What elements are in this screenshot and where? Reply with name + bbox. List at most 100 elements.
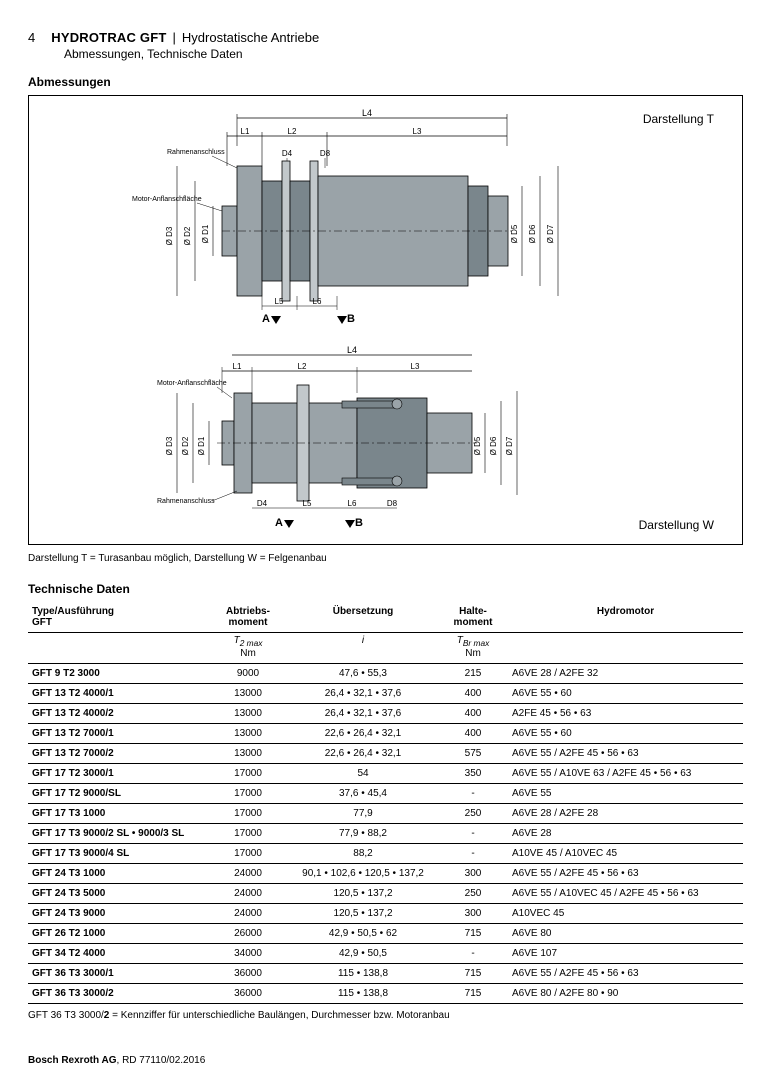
cell-abt: 13000: [208, 704, 288, 724]
page-title-sep: |: [173, 30, 176, 45]
cell-type: GFT 13 T2 7000/2: [28, 744, 208, 764]
table-row: GFT 17 T3 9000/4 SL1700088,2-A10VE 45 / …: [28, 844, 743, 864]
table-row: GFT 34 T2 40003400042,9 • 50,5-A6VE 107: [28, 944, 743, 964]
marker-b-w: B: [355, 517, 363, 529]
cell-ueb: 26,4 • 32,1 • 37,6: [288, 704, 438, 724]
cell-type: GFT 24 T3 1000: [28, 864, 208, 884]
diagram-t-svg: L4 L1 L2 L3 Rahmenanschluss D4 D8 Motor-…: [37, 106, 727, 326]
page-number: 4: [28, 30, 35, 45]
cell-hydro: A6VE 107: [508, 944, 743, 964]
dim-d5-w: Ø D5: [473, 436, 482, 455]
cell-hydro: A6VE 28 / A2FE 32: [508, 664, 743, 684]
cell-ueb: 22,6 • 26,4 • 32,1: [288, 724, 438, 744]
cell-hydro: A10VEC 45: [508, 904, 743, 924]
diagram-label-t: Darstellung T: [643, 112, 714, 126]
th-nm1: Nm: [208, 648, 288, 664]
section-abmessungen: Abmessungen: [28, 75, 743, 89]
cell-halte: 350: [438, 764, 508, 784]
cell-halte: -: [438, 824, 508, 844]
dim-d3: Ø D3: [165, 226, 174, 245]
cell-abt: 24000: [208, 864, 288, 884]
cell-hydro: A6VE 55 / A10VE 63 / A2FE 45 • 56 • 63: [508, 764, 743, 784]
cell-ueb: 90,1 • 102,6 • 120,5 • 137,2: [288, 864, 438, 884]
cell-ueb: 22,6 • 26,4 • 32,1: [288, 744, 438, 764]
th-halte: Halte- moment: [438, 602, 508, 633]
dim-l5: L5: [275, 297, 284, 306]
dim-d2: Ø D2: [183, 226, 192, 245]
cell-abt: 34000: [208, 944, 288, 964]
table-row: GFT 17 T3 9000/2 SL • 9000/3 SL1700077,9…: [28, 824, 743, 844]
cell-hydro: A6VE 28 / A2FE 28: [508, 804, 743, 824]
dim-l4: L4: [362, 108, 372, 118]
th-abt: Abtriebs- moment: [208, 602, 288, 633]
th-type: Type/Ausführung GFT: [28, 602, 208, 633]
dim-d2-w: Ø D2: [181, 436, 190, 455]
cell-ueb: 42,9 • 50,5: [288, 944, 438, 964]
cell-halte: 715: [438, 984, 508, 1004]
cell-type: GFT 34 T2 4000: [28, 944, 208, 964]
label-motor-w: Motor-Anflanschfläche: [157, 380, 227, 387]
dim-l3: L3: [413, 127, 422, 136]
th-hydro: Hydromotor: [508, 602, 743, 633]
cell-type: GFT 13 T2 4000/1: [28, 684, 208, 704]
page-footer: Bosch Rexroth AG, RD 77110/02.2016: [28, 1055, 743, 1066]
cell-halte: 575: [438, 744, 508, 764]
cell-ueb: 54: [288, 764, 438, 784]
cell-type: GFT 9 T2 3000: [28, 664, 208, 684]
cell-hydro: A6VE 55 / A2FE 45 • 56 • 63: [508, 864, 743, 884]
dim-d6-w: Ø D6: [489, 436, 498, 455]
cell-halte: -: [438, 784, 508, 804]
drive-body-w: [217, 385, 477, 501]
dim-d1: Ø D1: [201, 224, 210, 243]
cell-type: GFT 17 T3 9000/2 SL • 9000/3 SL: [28, 824, 208, 844]
cell-type: GFT 17 T2 9000/SL: [28, 784, 208, 804]
cell-hydro: A6VE 55: [508, 784, 743, 804]
page-title-bold: HYDROTRAC GFT: [51, 30, 166, 45]
table-row: GFT 24 T3 900024000120,5 • 137,2300A10VE…: [28, 904, 743, 924]
dim-l5-w: L5: [303, 499, 312, 508]
th-nm2: Nm: [438, 648, 508, 664]
dim-d1-w: Ø D1: [197, 436, 206, 455]
cell-ueb: 47,6 • 55,3: [288, 664, 438, 684]
cell-halte: 250: [438, 884, 508, 904]
dim-d4: D4: [282, 149, 293, 158]
page-title-rest: Hydrostatische Antriebe: [182, 30, 319, 45]
cell-abt: 36000: [208, 964, 288, 984]
table-row: GFT 17 T3 10001700077,9250A6VE 28 / A2FE…: [28, 804, 743, 824]
tech-data-table: Type/Ausführung GFT Abtriebs- moment Übe…: [28, 602, 743, 1004]
dim-l1: L1: [241, 127, 250, 136]
cell-halte: 715: [438, 964, 508, 984]
cell-hydro: A10VE 45 / A10VEC 45: [508, 844, 743, 864]
dim-d8-w: D8: [387, 499, 398, 508]
cell-abt: 36000: [208, 984, 288, 1004]
page-subtitle: Abmessungen, Technische Daten: [64, 47, 743, 61]
section-technische-daten: Technische Daten: [28, 582, 743, 596]
cell-abt: 24000: [208, 904, 288, 924]
cell-hydro: A6VE 55 / A2FE 45 • 56 • 63: [508, 744, 743, 764]
label-rahmen-w: Rahmenanschluss: [157, 498, 215, 505]
cell-halte: 400: [438, 704, 508, 724]
cell-halte: -: [438, 944, 508, 964]
cell-abt: 13000: [208, 724, 288, 744]
cell-abt: 17000: [208, 784, 288, 804]
dim-d4-w: D4: [257, 499, 268, 508]
cell-ueb: 26,4 • 32,1 • 37,6: [288, 684, 438, 704]
cell-type: GFT 36 T3 3000/2: [28, 984, 208, 1004]
marker-a-w: A: [275, 517, 283, 529]
table-row: GFT 17 T2 9000/SL1700037,6 • 45,4-A6VE 5…: [28, 784, 743, 804]
cell-halte: 250: [438, 804, 508, 824]
dim-d7-w: Ø D7: [505, 436, 514, 455]
cell-halte: 715: [438, 924, 508, 944]
diagram-caption: Darstellung T = Turasanbau möglich, Dars…: [28, 553, 743, 564]
dim-d5: Ø D5: [510, 224, 519, 243]
th-i: i: [288, 633, 438, 649]
cell-abt: 13000: [208, 744, 288, 764]
cell-abt: 17000: [208, 804, 288, 824]
cell-abt: 9000: [208, 664, 288, 684]
cell-type: GFT 36 T3 3000/1: [28, 964, 208, 984]
cell-ueb: 42,9 • 50,5 • 62: [288, 924, 438, 944]
table-row: GFT 26 T2 10002600042,9 • 50,5 • 62715A6…: [28, 924, 743, 944]
cell-ueb: 120,5 • 137,2: [288, 904, 438, 924]
cell-abt: 17000: [208, 844, 288, 864]
th-tbrmax: TBr max: [438, 633, 508, 649]
